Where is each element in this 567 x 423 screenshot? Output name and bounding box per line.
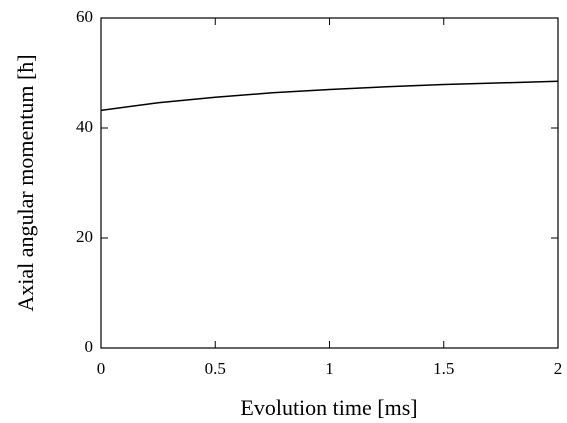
line [100,80,559,112]
x-axis-label: Evolution time [ms] [240,395,417,420]
y-tick-label: 20 [76,227,93,246]
y-tick-label: 0 [85,337,94,356]
x-tick-label: 2 [554,359,563,378]
x-tick-label: 1 [325,359,334,378]
x-tick-label: 0.5 [205,359,226,378]
y-tick-label: 60 [76,7,93,26]
x-tick-label: 0 [97,359,106,378]
y-axis-label: Axial angular momentum [ħ] [13,54,38,311]
plot-frame [100,17,559,349]
x-tick-label: 1.5 [433,359,454,378]
y-tick-label: 40 [76,117,93,136]
